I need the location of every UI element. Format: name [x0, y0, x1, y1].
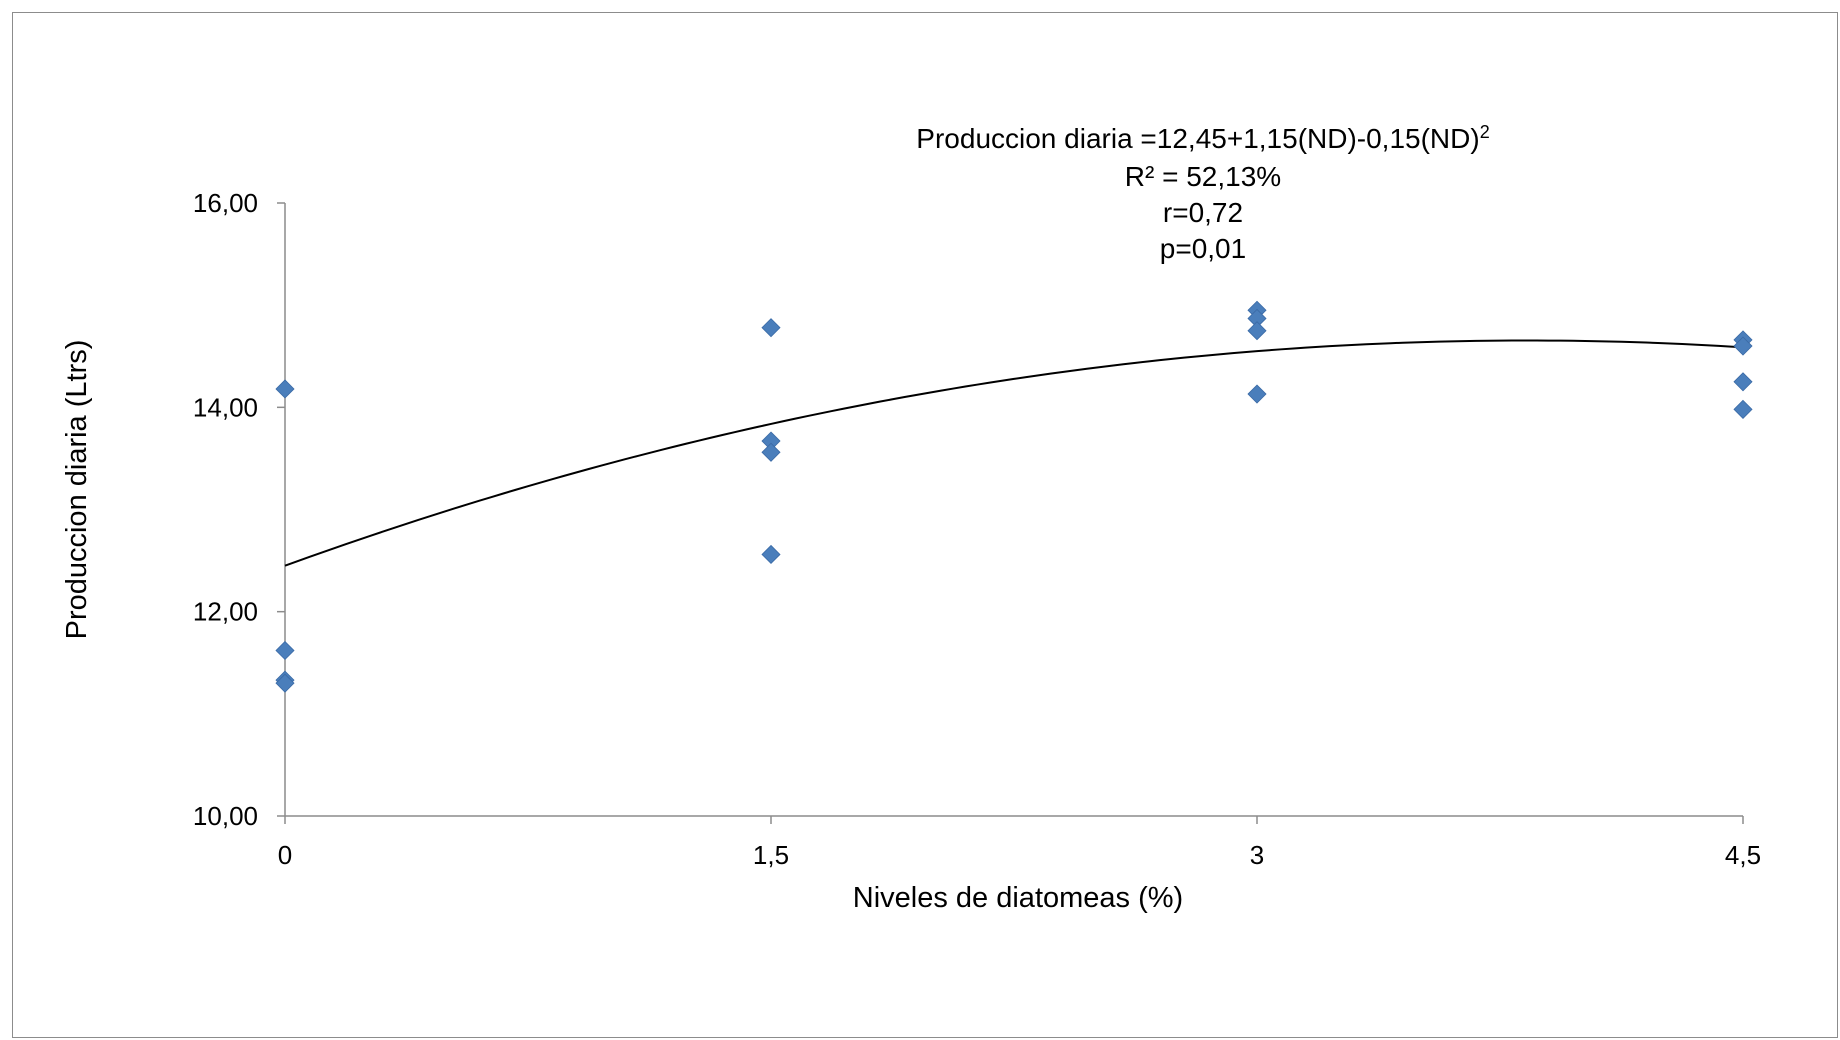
data-point — [1733, 399, 1753, 419]
regression-equation-text: Produccion diaria =12,45+1,15(ND)-0,15(N… — [916, 123, 1479, 154]
data-point — [761, 544, 781, 565]
x-tick-label: 0 — [278, 840, 292, 870]
y-axis-title: Produccion diaria (Ltrs) — [61, 340, 93, 640]
data-point — [275, 379, 295, 399]
data-point — [275, 673, 295, 693]
r-squared-label: R² = 52,13% — [1125, 161, 1281, 192]
y-tick-label: 10,00 — [193, 801, 258, 831]
data-point — [1733, 336, 1753, 356]
y-tick-label: 12,00 — [193, 597, 258, 627]
x-tick-label: 3 — [1250, 840, 1264, 870]
data-point — [1247, 384, 1267, 404]
chart-frame — [12, 12, 1838, 1038]
data-point — [275, 640, 295, 661]
regression-equation-superscript: 2 — [1480, 122, 1490, 142]
x-tick-label: 1,5 — [753, 840, 789, 870]
x-axis-ticks: 0 1,5 3 4,5 — [278, 816, 1761, 870]
regression-equation: Produccion diaria =12,45+1,15(ND)-0,15(N… — [916, 122, 1489, 154]
data-point — [1733, 372, 1753, 392]
data-point — [761, 318, 781, 338]
regression-annotation: Produccion diaria =12,45+1,15(ND)-0,15(N… — [916, 122, 1489, 264]
p-value-label: p=0,01 — [1160, 233, 1246, 264]
data-point — [1247, 321, 1267, 341]
correlation-label: r=0,72 — [1163, 197, 1243, 228]
y-tick-label: 16,00 — [193, 188, 258, 218]
y-axis-ticks: 10,00 12,00 14,00 16,00 — [193, 188, 285, 831]
data-points — [275, 300, 1753, 693]
x-tick-label: 4,5 — [1725, 840, 1761, 870]
axes — [284, 203, 1743, 817]
x-axis-title: Niveles de diatomeas (%) — [853, 882, 1183, 914]
trendline — [284, 339, 1744, 567]
data-point — [761, 442, 781, 462]
y-tick-label: 14,00 — [193, 392, 258, 422]
